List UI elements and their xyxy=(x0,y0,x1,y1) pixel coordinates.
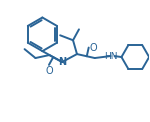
Text: O: O xyxy=(45,66,53,76)
Text: HN: HN xyxy=(104,52,117,61)
Text: N: N xyxy=(58,57,66,67)
Text: O: O xyxy=(90,43,97,53)
